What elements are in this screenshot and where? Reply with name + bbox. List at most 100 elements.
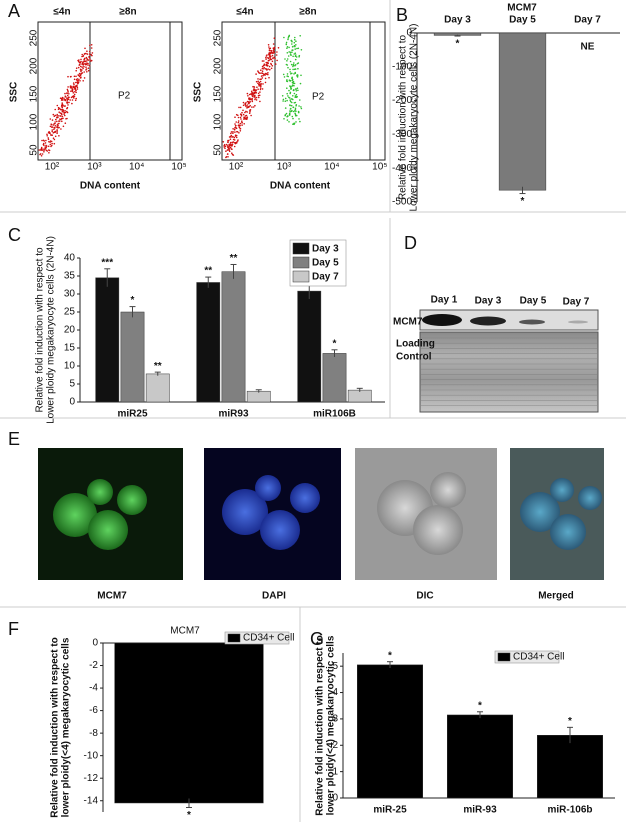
event-dot: [47, 137, 49, 139]
event-dot: [232, 154, 235, 156]
event-dot: [292, 106, 295, 109]
event-dot: [54, 135, 57, 138]
y-axis-label: lower ploidy(<4) megakaryocytic cells: [61, 637, 72, 817]
event-dot: [260, 84, 262, 86]
event-dot: [243, 123, 245, 125]
event-dot: [227, 141, 229, 143]
event-dot: [294, 95, 297, 97]
y-axis-label: Relative fold induction with respect to: [315, 635, 326, 816]
event-dot: [284, 58, 286, 60]
event-dot: [261, 88, 264, 90]
event-dot: [53, 128, 55, 131]
event-dot: [81, 53, 83, 56]
bar: [120, 311, 145, 403]
event-dot: [49, 118, 52, 120]
event-dot: [252, 106, 255, 108]
event-dot: [65, 96, 67, 98]
event-dot: [253, 89, 255, 92]
significance: *: [333, 338, 337, 349]
y-axis-label: Relative fold induction with respect to: [35, 247, 46, 413]
lane-label: Day 7: [563, 297, 590, 308]
event-dot: [66, 92, 68, 95]
event-dot: [235, 134, 238, 137]
event-dot: [288, 113, 291, 115]
event-dot: [54, 122, 56, 125]
event-dot: [58, 126, 60, 129]
event-dot: [85, 66, 87, 68]
event-dot: [75, 75, 77, 78]
event-dot: [286, 79, 288, 81]
event-dot: [294, 64, 297, 66]
event-dot: [75, 91, 77, 94]
event-dot: [245, 110, 247, 113]
event-dot: [228, 149, 230, 151]
event-dot: [293, 38, 296, 41]
event-dot: [237, 116, 240, 119]
event-dot: [296, 76, 299, 78]
event-dot: [270, 67, 273, 70]
event-dot: [282, 100, 284, 102]
event-dot: [43, 140, 46, 142]
event-dot: [56, 113, 58, 116]
event-dot: [265, 58, 267, 60]
event-dot: [252, 85, 254, 88]
event-dot: [273, 37, 276, 39]
event-dot: [79, 65, 82, 68]
event-dot: [289, 92, 292, 95]
event-dot: [63, 111, 66, 114]
event-dot: [76, 86, 79, 89]
event-dot: [242, 113, 245, 116]
event-dot: [269, 58, 271, 61]
bar: [246, 390, 271, 403]
event-dot: [62, 117, 64, 120]
event-dot: [245, 118, 248, 120]
event-dot: [81, 69, 83, 71]
event-dot: [248, 101, 250, 104]
event-dot: [62, 125, 65, 128]
event-dot: [87, 64, 89, 66]
gate-name: P2: [118, 91, 131, 102]
event-dot: [228, 148, 231, 150]
event-dot: [268, 46, 270, 48]
image-label: DAPI: [262, 591, 286, 602]
event-dot: [292, 55, 294, 58]
event-dot: [257, 78, 259, 80]
event-dot: [266, 69, 268, 71]
event-dot: [294, 36, 296, 39]
event-dot: [240, 118, 242, 120]
event-dot: [234, 142, 237, 145]
y-tick-label: 40: [64, 253, 76, 264]
event-dot: [293, 122, 295, 125]
event-dot: [61, 102, 63, 104]
event-dot: [267, 44, 270, 46]
event-dot: [226, 145, 229, 147]
event-dot: [293, 82, 296, 85]
event-dot: [293, 53, 296, 55]
event-dot: [225, 150, 227, 152]
event-dot: [39, 153, 41, 156]
plot-frame: [37, 21, 183, 161]
x-tick-label: Day 5: [509, 15, 536, 26]
event-dot: [294, 55, 297, 57]
event-dot: [282, 98, 285, 101]
chart-title: MCM7: [170, 626, 200, 637]
event-dot: [289, 100, 292, 103]
event-dot: [237, 139, 239, 141]
event-dot: [68, 93, 70, 95]
event-dot: [71, 102, 73, 105]
event-dot: [289, 97, 291, 99]
event-dot: [268, 48, 271, 50]
y-tick-label: -2: [89, 660, 98, 671]
event-dot: [64, 114, 66, 117]
event-dot: [71, 90, 73, 92]
event-dot: [291, 115, 294, 118]
event-dot: [53, 142, 56, 145]
event-dot: [49, 132, 51, 134]
event-dot: [82, 80, 84, 82]
event-dot: [244, 116, 246, 119]
event-dot: [49, 140, 52, 142]
y-tick-label: 0: [69, 397, 75, 408]
event-dot: [58, 115, 60, 117]
event-dot: [242, 101, 245, 104]
